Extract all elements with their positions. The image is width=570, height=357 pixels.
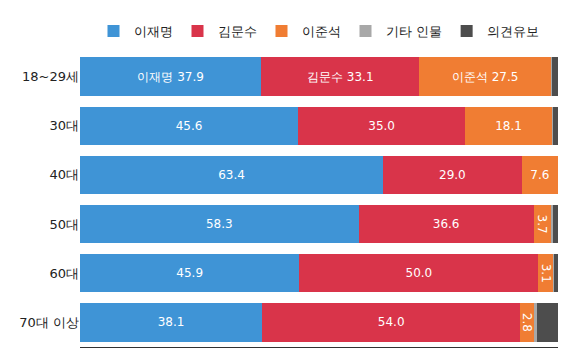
svg-text:58.3: 58.3 [206, 217, 233, 231]
svg-text:54.0: 54.0 [378, 315, 405, 329]
svg-text:이준석 27.5: 이준석 27.5 [452, 70, 519, 84]
svg-text:3.7: 3.7 [535, 215, 549, 234]
svg-text:김문수 33.1: 김문수 33.1 [307, 70, 374, 84]
svg-text:18~29세: 18~29세 [22, 69, 79, 84]
svg-text:60대: 60대 [49, 266, 79, 281]
svg-text:29.0: 29.0 [439, 168, 466, 182]
svg-text:의견유보: 의견유보 [487, 24, 539, 39]
svg-text:30대: 30대 [49, 118, 79, 133]
svg-text:3.1: 3.1 [539, 264, 553, 283]
svg-text:35.0: 35.0 [368, 119, 395, 133]
svg-text:이재명: 이재명 [134, 24, 173, 39]
svg-text:이재명 37.9: 이재명 37.9 [137, 70, 204, 84]
svg-text:기타 인물: 기타 인물 [386, 24, 442, 39]
svg-text:63.4: 63.4 [218, 168, 245, 182]
svg-text:18.1: 18.1 [495, 119, 522, 133]
svg-text:김문수: 김문수 [218, 24, 257, 39]
svg-text:7.6: 7.6 [530, 168, 549, 182]
svg-text:38.1: 38.1 [158, 315, 185, 329]
svg-text:50대: 50대 [49, 217, 79, 232]
svg-text:50.0: 50.0 [406, 266, 433, 280]
svg-text:45.9: 45.9 [176, 266, 203, 280]
svg-text:2.8: 2.8 [520, 313, 534, 332]
svg-text:36.6: 36.6 [433, 217, 460, 231]
svg-text:40대: 40대 [49, 167, 79, 182]
svg-text:이준석: 이준석 [302, 24, 341, 39]
svg-text:45.6: 45.6 [176, 119, 203, 133]
svg-text:70대 이상: 70대 이상 [19, 315, 79, 330]
